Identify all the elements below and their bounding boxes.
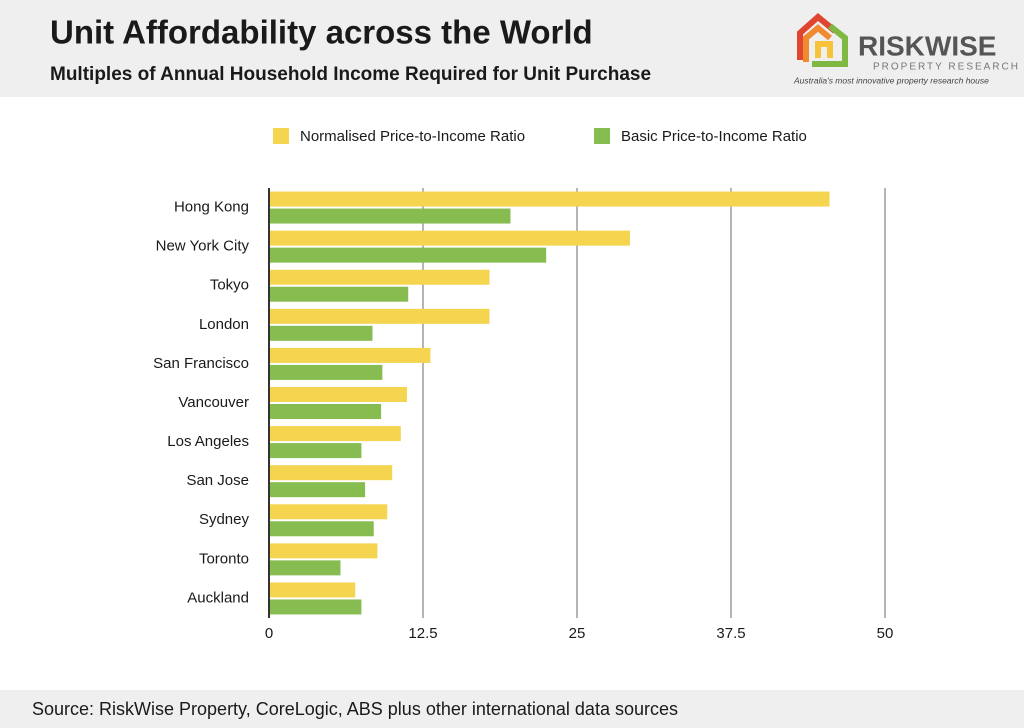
x-tick-label: 0 — [265, 625, 273, 642]
chart-title: Unit Affordability across the World — [50, 14, 593, 51]
bar — [269, 230, 630, 246]
y-tick-label: Toronto — [199, 550, 249, 567]
bar — [269, 543, 378, 559]
bar — [269, 191, 830, 207]
legend-swatch — [273, 128, 289, 144]
y-tick-label: London — [199, 316, 249, 333]
y-tick-label: San Jose — [186, 472, 249, 489]
bar — [269, 308, 490, 324]
y-tick-label: Tokyo — [210, 277, 249, 294]
y-tick-label: Sydney — [199, 511, 250, 528]
logo-icon — [797, 13, 848, 67]
legend-label: Basic Price-to-Income Ratio — [621, 128, 807, 145]
bar — [269, 560, 341, 576]
logo-tagline: Australia's most innovative property res… — [793, 75, 989, 85]
bar — [269, 269, 490, 285]
chart-subtitle: Multiples of Annual Household Income Req… — [50, 64, 651, 85]
legend-swatch — [594, 128, 610, 144]
bar — [269, 364, 383, 380]
bar — [269, 521, 374, 537]
logo-name: RISKWISE — [858, 30, 996, 61]
y-tick-label: Los Angeles — [167, 433, 249, 450]
header-band — [0, 0, 1024, 97]
footer-band — [0, 690, 1024, 728]
x-tick-label: 50 — [877, 625, 894, 642]
x-tick-label: 25 — [569, 625, 586, 642]
logo-subtitle: PROPERTY RESEARCH — [873, 62, 1020, 73]
x-tick-label: 12.5 — [408, 625, 437, 642]
bar — [269, 426, 401, 442]
bar — [269, 482, 366, 498]
y-tick-label: New York City — [156, 238, 250, 255]
y-tick-label: Hong Kong — [174, 199, 249, 216]
bar — [269, 443, 362, 459]
bar — [269, 347, 431, 363]
bar — [269, 208, 511, 224]
bar — [269, 504, 388, 520]
bar — [269, 286, 409, 302]
bar — [269, 582, 356, 598]
y-tick-label: Auckland — [187, 589, 249, 606]
x-tick-label: 37.5 — [716, 625, 745, 642]
bar — [269, 465, 393, 481]
bar — [269, 325, 373, 341]
bar — [269, 599, 362, 615]
bar — [269, 404, 382, 419]
bar — [269, 387, 407, 402]
legend-label: Normalised Price-to-Income Ratio — [300, 128, 525, 145]
y-tick-label: Vancouver — [178, 394, 249, 411]
bar — [269, 247, 547, 263]
source-note: Source: RiskWise Property, CoreLogic, AB… — [32, 699, 678, 719]
y-tick-label: San Francisco — [153, 355, 249, 372]
